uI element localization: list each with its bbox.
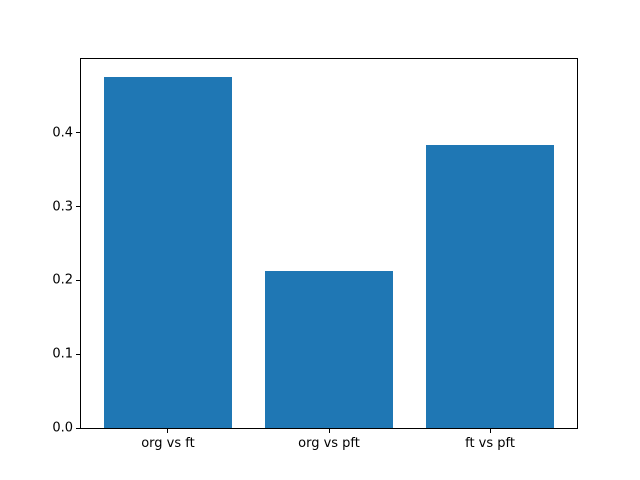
y-tick-mark xyxy=(76,353,80,355)
y-tick-mark xyxy=(76,279,80,281)
bar-org-vs-ft xyxy=(103,77,233,428)
x-tick-label: org vs pft xyxy=(298,436,360,451)
y-tick-label: 0.3 xyxy=(52,199,73,215)
y-tick-label: 0.4 xyxy=(52,125,73,141)
x-tick-label: org vs ft xyxy=(141,436,195,451)
y-tick-label: 0.2 xyxy=(52,272,73,288)
y-tick-mark xyxy=(76,132,80,134)
bar-ft-vs-pft xyxy=(425,145,555,428)
y-tick-mark xyxy=(76,427,80,429)
axes-plot-area: 0.0 0.1 0.2 0.3 0.4 org vs ft org vs pft ft vs … xyxy=(52,58,578,450)
x-tick-mark xyxy=(167,429,169,433)
bar-org-vs-pft xyxy=(264,270,394,428)
x-tick-label: ft vs pft xyxy=(465,436,515,451)
x-tick-mark xyxy=(489,429,491,433)
y-tick-label: 0.0 xyxy=(52,420,73,436)
x-tick-mark xyxy=(328,429,330,433)
y-tick-label: 0.1 xyxy=(52,346,73,362)
y-tick-mark xyxy=(76,206,80,208)
